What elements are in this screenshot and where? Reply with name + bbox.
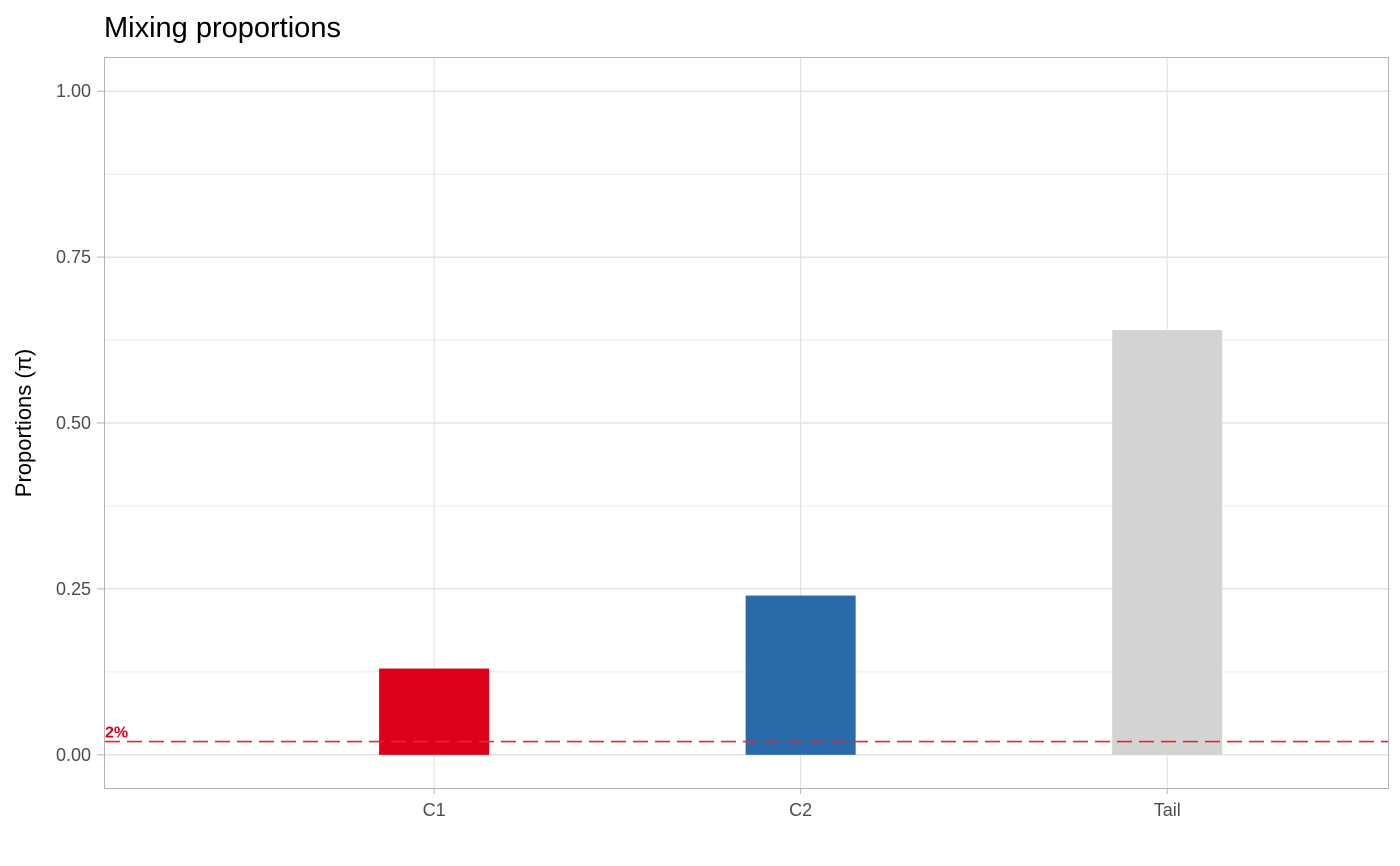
plot-panel-border (104, 57, 1389, 789)
bar-tail (1112, 330, 1223, 755)
reference-line-group: 2% (105, 725, 1388, 743)
bars (379, 330, 1223, 755)
x-tick-label: C2 (789, 800, 812, 820)
y-tick-label: 0.75 (56, 247, 91, 267)
bar-c2 (745, 595, 856, 755)
reference-line-label: 2% (105, 725, 128, 742)
x-tick-label: C1 (423, 800, 446, 820)
x-tick-label: Tail (1154, 800, 1181, 820)
y-tick-label: 0.00 (56, 745, 91, 765)
y-tick-label: 1.00 (56, 81, 91, 101)
tick-labels: 0.00 0.25 0.50 0.75 1.00 C1 C2 Tail (56, 81, 1181, 820)
y-tick-label: 0.25 (56, 579, 91, 599)
bar-c1 (379, 668, 490, 755)
y-tick-label: 0.50 (56, 413, 91, 433)
y-axis-label: Proportions (π) (11, 349, 36, 497)
chart-title: Mixing proportions (104, 12, 341, 44)
